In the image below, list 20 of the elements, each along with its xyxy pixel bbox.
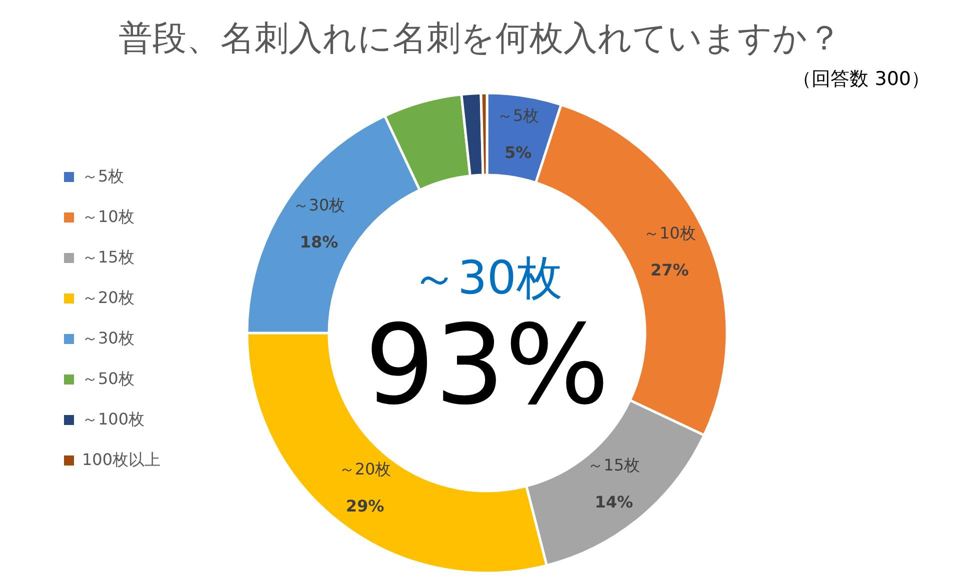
slice-label: ～20枚 (338, 460, 392, 479)
slice-label: ～30枚 (292, 196, 346, 215)
chart-title: 普段、名刺入れに名刺を何枚入れていますか？ (118, 18, 842, 58)
data-label: 18% (300, 232, 338, 252)
legend-label: ～10枚 (82, 206, 134, 226)
legend-label: ～30枚 (82, 328, 134, 348)
legend-label: ～20枚 (82, 288, 134, 307)
slice-label: ～5枚 (497, 106, 540, 125)
legend-label: ～50枚 (82, 368, 134, 388)
text: （回答数 300） (792, 68, 930, 90)
data-label: 29% (346, 496, 384, 516)
data-label: 14% (594, 492, 633, 512)
legend-label: ～15枚 (82, 247, 134, 266)
data-label: 5% (504, 142, 532, 162)
legend-label: 100枚以上 (82, 450, 161, 469)
legend-label: ～5枚 (82, 166, 124, 186)
slice-label: ～10枚 (643, 223, 696, 242)
slice-label: ～15枚 (588, 456, 640, 475)
data-label: 27% (650, 260, 689, 280)
legend-label: ～100枚 (82, 409, 145, 428)
